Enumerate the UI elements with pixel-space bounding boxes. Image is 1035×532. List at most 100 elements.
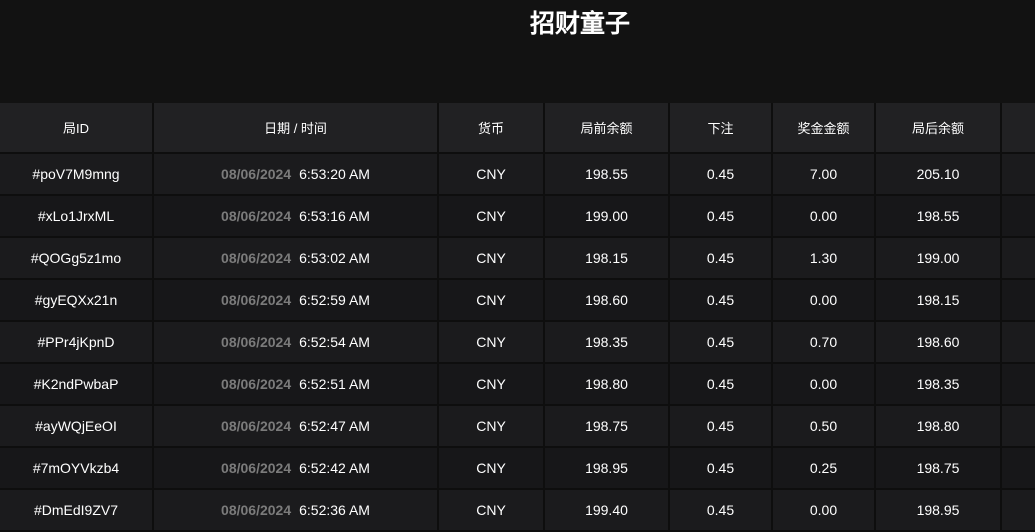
balance-after: 198.15 xyxy=(875,279,1002,322)
round-id[interactable]: #poV7M9mng xyxy=(0,153,154,196)
extra-cell xyxy=(1001,447,1035,490)
header-win-amount: 奖金金额 xyxy=(772,103,876,154)
header-bet: 下注 xyxy=(669,103,773,154)
extra-cell xyxy=(1001,321,1035,364)
currency: CNY xyxy=(438,237,545,280)
balance-before: 198.35 xyxy=(544,321,670,364)
win-amount: 0.25 xyxy=(772,447,876,490)
round-id[interactable]: #QOGg5z1mo xyxy=(0,237,154,280)
currency: CNY xyxy=(438,321,545,364)
balance-after: 198.60 xyxy=(875,321,1002,364)
balance-after: 198.80 xyxy=(875,405,1002,448)
time: 6:52:36 AM xyxy=(299,502,370,518)
datetime-cell: 08/06/2024 6:53:20 AM xyxy=(153,153,439,196)
table-row[interactable]: #QOGg5z1mo 08/06/2024 6:53:02 AM CNY 198.15 0… xyxy=(0,237,1035,280)
round-id[interactable]: #PPr4jKpnD xyxy=(0,321,154,364)
page-title: 招财童子 xyxy=(529,10,630,38)
datetime-cell: 08/06/2024 6:52:42 AM xyxy=(153,447,439,490)
balance-before: 198.80 xyxy=(544,363,670,406)
time: 6:52:51 AM xyxy=(299,376,370,392)
table-row[interactable]: #PPr4jKpnD 08/06/2024 6:52:54 AM CNY 198.35 0… xyxy=(0,321,1035,364)
currency: CNY xyxy=(438,279,545,322)
extra-cell xyxy=(1001,237,1035,280)
balance-after: 198.75 xyxy=(875,447,1002,490)
table-row[interactable]: #poV7M9mng 08/06/2024 6:53:20 AM CNY 198.55 0… xyxy=(0,153,1035,196)
win-amount: 0.50 xyxy=(772,405,876,448)
currency: CNY xyxy=(438,195,545,238)
bet: 0.45 xyxy=(669,237,773,280)
table-row[interactable]: #gyEQXx21n 08/06/2024 6:52:59 AM CNY 198.60 0… xyxy=(0,279,1035,322)
date: 08/06/2024 xyxy=(221,208,292,224)
header-round-id: 局ID xyxy=(0,103,154,154)
table-row[interactable]: #ayWQjEeOI 08/06/2024 6:52:47 AM CNY 198.75 0… xyxy=(0,405,1035,448)
table-row[interactable]: #K2ndPwbaP 08/06/2024 6:52:51 AM CNY 198.80 0… xyxy=(0,363,1035,406)
date: 08/06/2024 xyxy=(221,460,292,476)
extra-cell xyxy=(1001,195,1035,238)
bet: 0.45 xyxy=(669,321,773,364)
round-id[interactable]: #gyEQXx21n xyxy=(0,279,154,322)
currency: CNY xyxy=(438,405,545,448)
header-extra xyxy=(1001,103,1035,154)
date: 08/06/2024 xyxy=(221,166,292,182)
date: 08/06/2024 xyxy=(221,376,292,392)
balance-after: 205.10 xyxy=(875,153,1002,196)
balance-after: 198.35 xyxy=(875,363,1002,406)
table-row[interactable]: #xLo1JrxML 08/06/2024 6:53:16 AM CNY 199.00 0… xyxy=(0,195,1035,238)
datetime-cell: 08/06/2024 6:52:54 AM xyxy=(153,321,439,364)
time: 6:53:16 AM xyxy=(299,208,370,224)
header-datetime: 日期 / 时间 xyxy=(153,103,439,154)
bet: 0.45 xyxy=(669,153,773,196)
win-amount: 7.00 xyxy=(772,153,876,196)
balance-before: 199.00 xyxy=(544,195,670,238)
table-header-row: 局ID 日期 / 时间 货币 局前余额 下注 奖金金额 局后余额 xyxy=(0,103,1035,154)
datetime-cell: 08/06/2024 6:52:47 AM xyxy=(153,405,439,448)
header-balance-before: 局前余额 xyxy=(544,103,670,154)
win-amount: 0.00 xyxy=(772,195,876,238)
time: 6:53:20 AM xyxy=(299,166,370,182)
datetime-cell: 08/06/2024 6:52:51 AM xyxy=(153,363,439,406)
header-balance-after: 局后余额 xyxy=(875,103,1002,154)
extra-cell xyxy=(1001,153,1035,196)
table-row[interactable]: #7mOYVkzb4 08/06/2024 6:52:42 AM CNY 198.95 0… xyxy=(0,447,1035,490)
extra-cell xyxy=(1001,279,1035,322)
time: 6:52:47 AM xyxy=(299,418,370,434)
extra-cell xyxy=(1001,405,1035,448)
bet: 0.45 xyxy=(669,195,773,238)
win-amount: 1.30 xyxy=(772,237,876,280)
extra-cell xyxy=(1001,363,1035,406)
bet: 0.45 xyxy=(669,447,773,490)
balance-before: 198.15 xyxy=(544,237,670,280)
round-id[interactable]: #K2ndPwbaP xyxy=(0,363,154,406)
currency: CNY xyxy=(438,153,545,196)
date: 08/06/2024 xyxy=(221,250,292,266)
balance-before: 198.55 xyxy=(544,153,670,196)
round-id[interactable]: #xLo1JrxML xyxy=(0,195,154,238)
round-id[interactable]: #ayWQjEeOI xyxy=(0,405,154,448)
currency: CNY xyxy=(438,447,545,490)
round-id[interactable]: #7mOYVkzb4 xyxy=(0,447,154,490)
bet: 0.45 xyxy=(669,363,773,406)
datetime-cell: 08/06/2024 6:53:16 AM xyxy=(153,195,439,238)
currency: CNY xyxy=(438,363,545,406)
time: 6:52:54 AM xyxy=(299,334,370,350)
header-currency: 货币 xyxy=(438,103,545,154)
date: 08/06/2024 xyxy=(221,292,292,308)
date: 08/06/2024 xyxy=(221,334,292,350)
datetime-cell: 08/06/2024 6:52:59 AM xyxy=(153,279,439,322)
time: 6:53:02 AM xyxy=(299,250,370,266)
balance-before: 198.95 xyxy=(544,447,670,490)
win-amount: 0.70 xyxy=(772,321,876,364)
balance-after: 199.00 xyxy=(875,237,1002,280)
time: 6:52:59 AM xyxy=(299,292,370,308)
balance-before: 198.75 xyxy=(544,405,670,448)
balance-after: 198.55 xyxy=(875,195,1002,238)
datetime-cell: 08/06/2024 6:53:02 AM xyxy=(153,237,439,280)
history-table: 局ID 日期 / 时间 货币 局前余额 下注 奖金金额 局后余额 #poV7M9… xyxy=(0,103,1035,532)
balance-before: 198.60 xyxy=(544,279,670,322)
bet: 0.45 xyxy=(669,279,773,322)
bet: 0.45 xyxy=(669,405,773,448)
time: 6:52:42 AM xyxy=(299,460,370,476)
date: 08/06/2024 xyxy=(221,418,292,434)
win-amount: 0.00 xyxy=(772,279,876,322)
win-amount: 0.00 xyxy=(772,363,876,406)
